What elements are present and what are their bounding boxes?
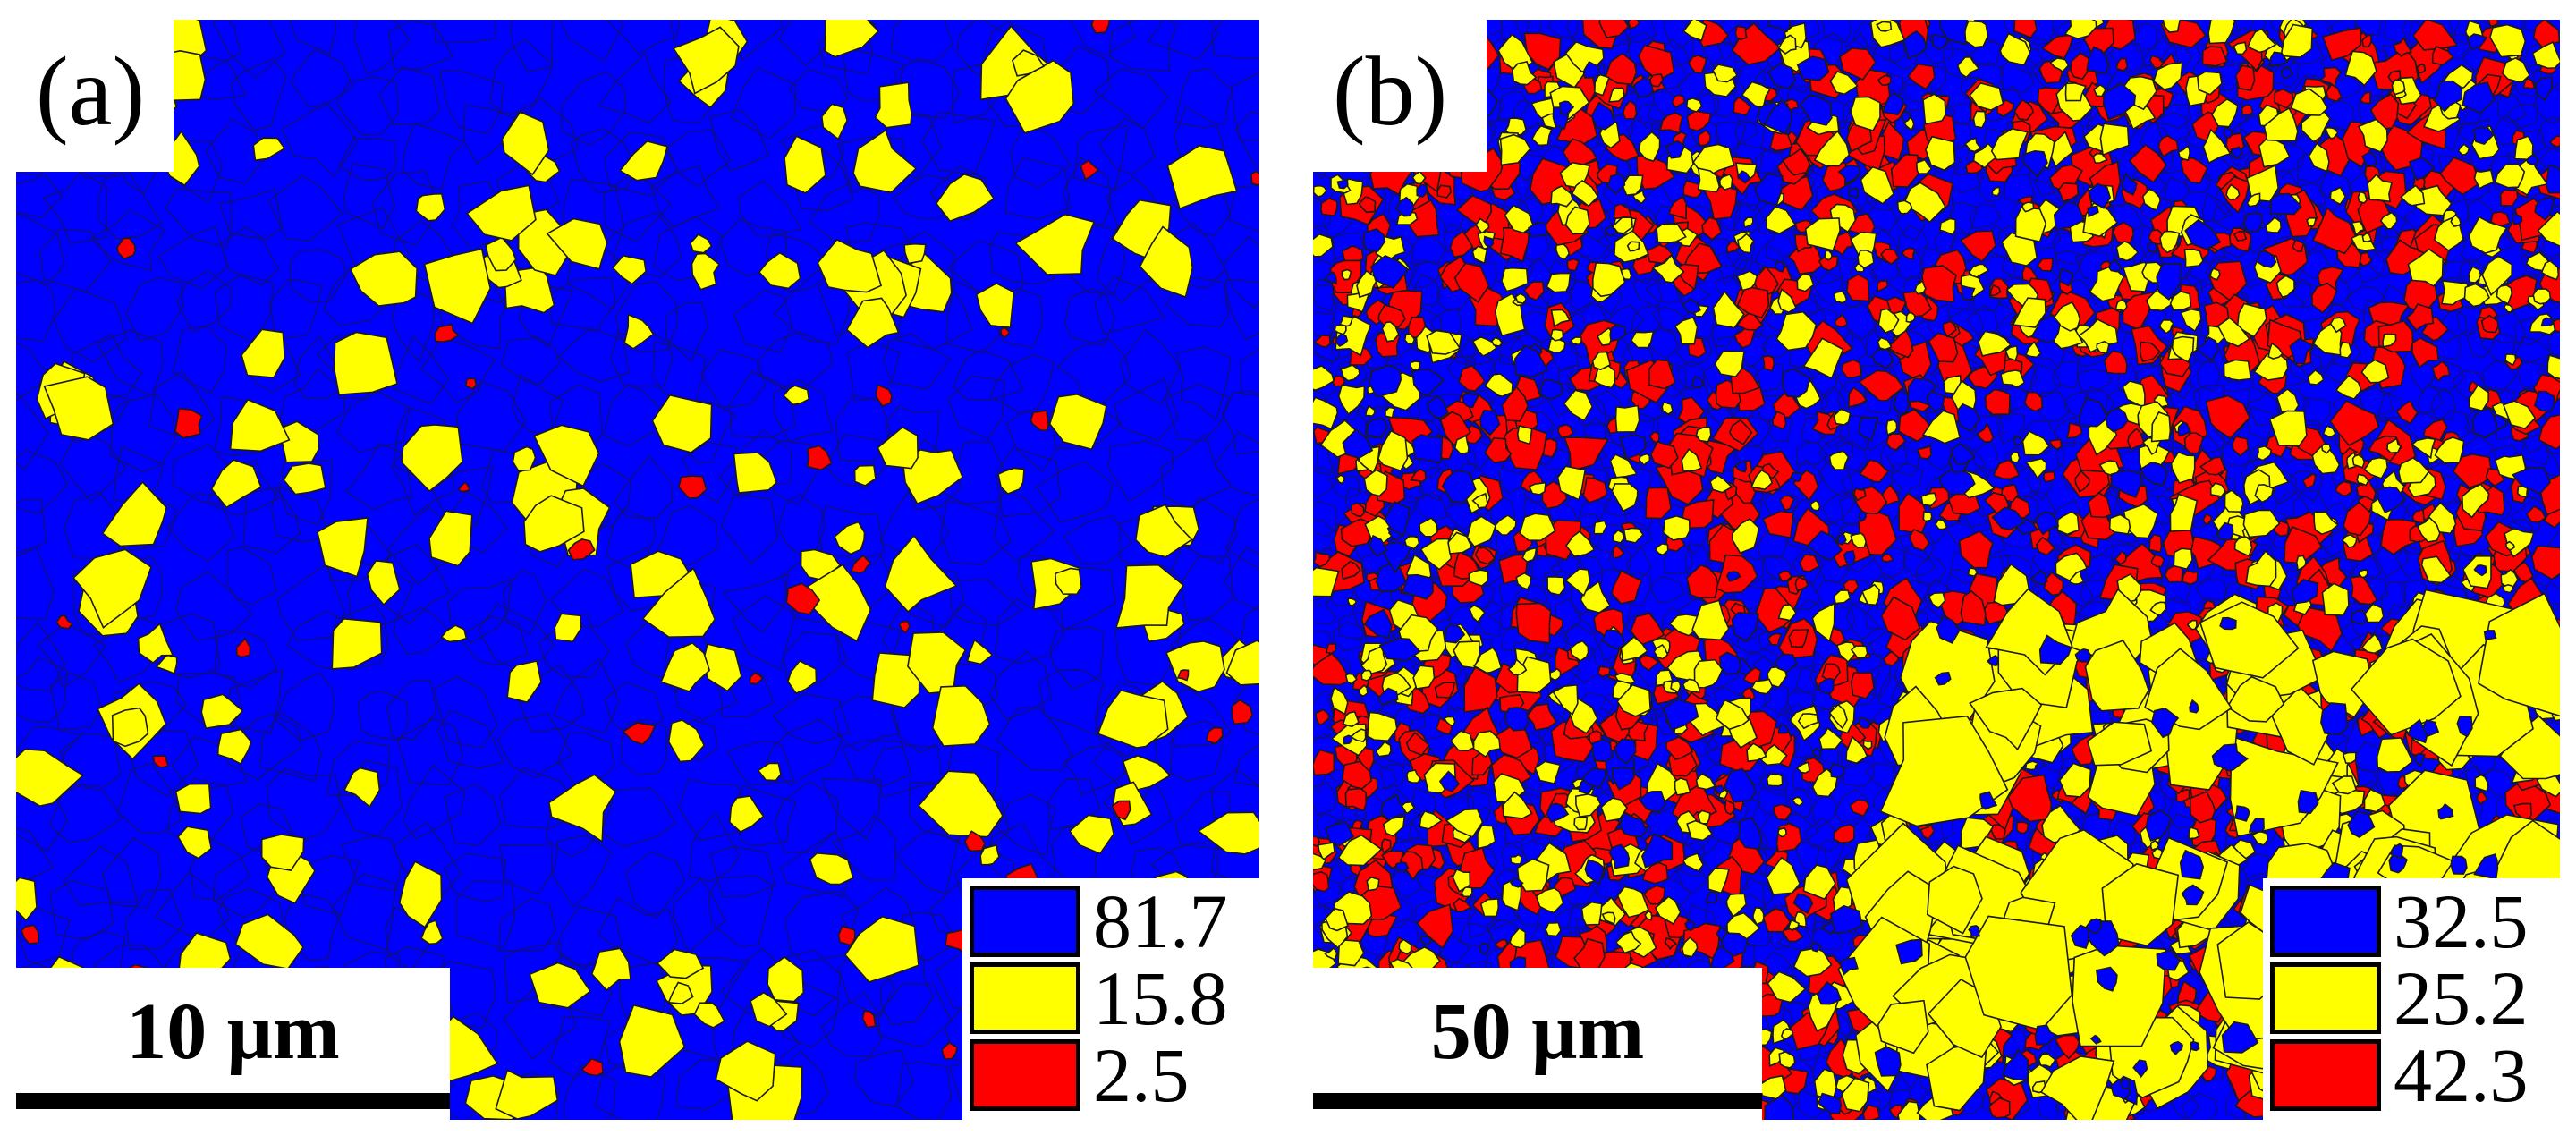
legend-swatch-red-a (970, 1039, 1080, 1111)
panel-label-b: (b) (1313, 20, 1487, 172)
legend-swatch-blue-a (970, 886, 1080, 957)
legend-value-red-b: 42.3 (2394, 1032, 2529, 1118)
legend-row-yellow-a: 15.8 (970, 957, 1254, 1039)
legend-row-blue-b: 32.5 (2270, 880, 2555, 962)
legend-row-yellow-b: 25.2 (2270, 957, 2555, 1039)
phase-legend-a: 81.7 15.8 2.5 (962, 878, 1259, 1120)
phase-legend-b: 32.5 25.2 42.3 (2263, 878, 2560, 1120)
legend-swatch-red-b (2270, 1039, 2381, 1111)
legend-row-blue-a: 81.7 (970, 880, 1254, 962)
scale-bar-line-b (1313, 1093, 1762, 1109)
panel-label-b-text: (b) (1333, 37, 1448, 146)
scale-label-a: 10 μm (126, 987, 340, 1076)
legend-value-red-a: 2.5 (1093, 1032, 1190, 1118)
panel-label-a-text: (a) (36, 37, 146, 146)
legend-value-blue-a: 81.7 (1093, 878, 1228, 964)
ebsd-phase-map-a: (a) 10 μm 81.7 15.8 2.5 (16, 20, 1259, 1120)
legend-row-red-b: 42.3 (2270, 1034, 2555, 1116)
ebsd-phase-map-b: (b) 50 μm 32.5 25.2 42.3 (1313, 20, 2560, 1120)
scale-label-b: 50 μm (1430, 987, 1645, 1076)
panel-label-a: (a) (16, 20, 174, 172)
legend-swatch-yellow-b (2270, 962, 2381, 1034)
legend-swatch-yellow-a (970, 962, 1080, 1034)
legend-swatch-blue-b (2270, 886, 2381, 957)
scale-bar-a: 10 μm (16, 968, 450, 1120)
scale-bar-line-a (16, 1093, 450, 1109)
legend-value-blue-b: 32.5 (2394, 878, 2529, 964)
scale-bar-b: 50 μm (1313, 968, 1762, 1120)
legend-row-red-a: 2.5 (970, 1034, 1254, 1116)
legend-value-yellow-a: 15.8 (1093, 955, 1228, 1041)
legend-value-yellow-b: 25.2 (2394, 955, 2529, 1041)
